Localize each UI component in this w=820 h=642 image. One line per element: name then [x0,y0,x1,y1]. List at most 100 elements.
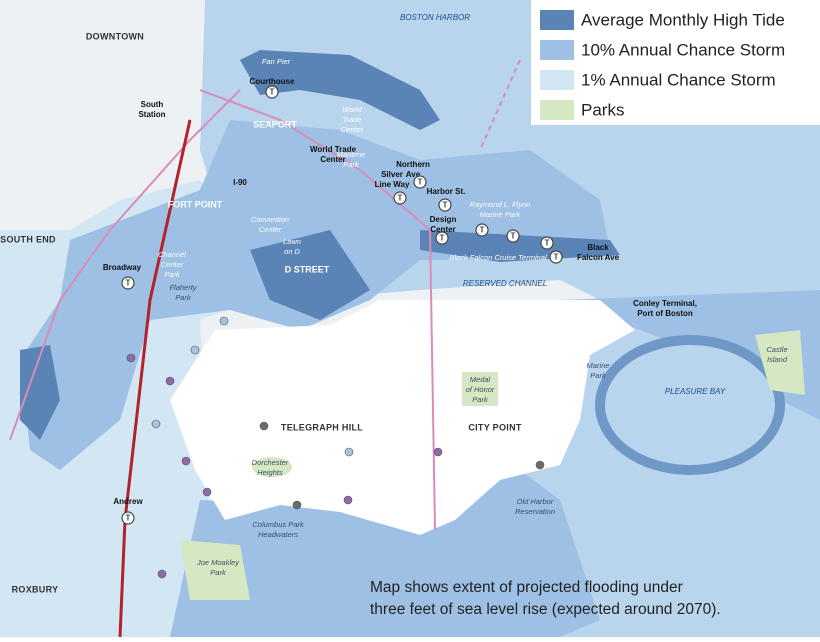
place-label: on D [284,247,300,256]
t-icon [549,250,563,264]
high-tide-piers [240,50,440,130]
station-label: Northern [396,160,430,169]
t-glyph: T [418,178,423,187]
place-label: Center [161,260,184,269]
t-icon [265,85,279,99]
road [199,89,436,531]
place-label: Convention [251,215,289,224]
facility-dot [202,487,212,497]
neighborhood-label: TELEGRAPH HILL [281,422,363,432]
place-label: Park [343,160,360,169]
neighborhood-label: SEAPORT [253,119,297,129]
legend-swatch [540,40,574,60]
place-label: Park [210,568,227,577]
place-label: Raymond L. Flynn [470,200,531,209]
place-label: Park [175,293,192,302]
medal-of-honor-park [462,372,498,406]
place-label: I-90 [233,178,247,187]
legend-label: 1% Annual Chance Storm [581,70,776,89]
facility-dot [433,447,443,457]
station-label: World Trade [310,145,357,154]
neighborhood-label: CITY POINT [468,422,522,432]
station-label: Station [138,110,165,119]
t-glyph: T [545,239,550,248]
neighborhood-label: ROXBURY [12,584,59,594]
station-label: South [141,100,164,109]
legend-box [531,0,820,125]
t-icon [506,229,520,243]
t-glyph: T [511,232,516,241]
facility-dot [181,456,191,466]
station-label: Ave [406,170,421,179]
place-label: Park [472,395,489,404]
water-label: BOSTON HARBOR [400,13,470,22]
station-label: Courthouse [250,77,295,86]
castle-island-park [755,330,805,395]
neighborhood-label: D STREET [285,264,330,274]
place-label: Reservation [515,507,555,516]
t-icon [438,198,452,212]
station-label: Andrew [113,497,143,506]
high-tide-dstreet [250,230,370,320]
t-glyph: T [440,234,445,243]
place-label: Headwaters [258,530,298,539]
place-label: Maritime [337,150,366,159]
pleasure-bay-water [605,345,775,465]
neighborhood-label: FORT POINT [168,199,223,209]
place-label: Marine Park [480,210,522,219]
caption-line: three feet of sea level rise (expected a… [370,601,721,618]
t-glyph: T [554,253,559,262]
place-label: Lawn [283,237,301,246]
facility-dot [190,345,200,355]
place-label: Marine [587,361,610,370]
high-tide-terminal [420,230,620,262]
facility-dot [157,569,167,579]
legend-swatch [540,10,574,30]
place-label: Joe Moakley [196,558,240,567]
south-boston-land [170,300,635,535]
t-glyph: T [443,201,448,210]
place-label: Island [767,355,788,364]
t-icon [121,276,135,290]
place-label: Columbus Park [252,520,305,529]
legend: Average Monthly High Tide 10% Annual Chan… [540,10,785,120]
t-icon [435,231,449,245]
station-label: Center [320,155,345,164]
legend-label: Average Monthly High Tide [581,10,785,29]
legend-label: 10% Annual Chance Storm [581,40,785,59]
place-label: Medal [470,375,491,384]
high-tide-west [20,345,60,440]
t-glyph: T [126,514,131,523]
place-label: Flaherty [169,283,197,292]
station-label: Falcon Ave [577,253,620,262]
place-label: Center [341,125,364,134]
facility-dot [259,421,269,431]
joe-moakley-park [180,540,250,600]
place-label: Port of Boston [637,309,693,318]
red-line [118,119,192,638]
neighborhood-label: DOWNTOWN [86,31,144,41]
station-label: Line Way [375,180,410,189]
facility-dot [344,447,354,457]
place-label: Park [590,371,607,380]
facility-dot [126,353,136,363]
place-label: Channel [158,250,186,259]
legend-label: Parks [581,100,624,119]
facility-dot [165,376,175,386]
legend-swatch [540,100,574,120]
facility-dot [219,316,229,326]
t-glyph: T [480,226,485,235]
t-icon [413,175,427,189]
road [479,59,521,151]
facility-dot [535,460,545,470]
place-label: Fan Pier [262,57,291,66]
t-glyph: T [398,194,403,203]
legend-swatch [540,70,574,90]
water-label: RESERVED CHANNEL [463,279,547,288]
place-label: World [342,105,362,114]
road [9,89,241,441]
place-label: Park [164,270,181,279]
station-label: Broadway [103,263,142,272]
station-label: Silver [381,170,403,179]
